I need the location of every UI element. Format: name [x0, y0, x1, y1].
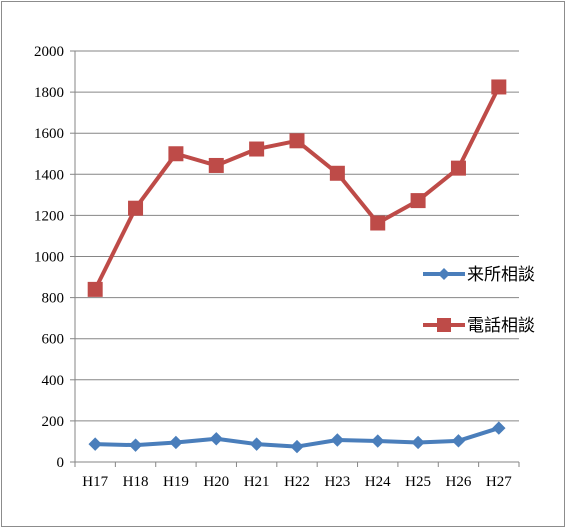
data-point [450, 160, 466, 176]
x-tick-labels: H17 H18 H19 H20 H21 H22 H23 H24 H25 H26 H27 [82, 474, 512, 490]
data-point [451, 434, 466, 448]
y-tick-label: 600 [42, 332, 65, 348]
x-tick-label: H19 [163, 474, 189, 490]
data-point [330, 433, 345, 447]
data-point [371, 434, 385, 448]
x-tick-label: H18 [123, 474, 149, 490]
legend-label: 電話相談 [467, 316, 535, 336]
y-tick-label: 1400 [34, 167, 64, 183]
y-tick-label: 1200 [34, 208, 64, 224]
x-tick-label: H24 [365, 474, 391, 490]
x-tick-label: H17 [82, 474, 108, 490]
data-point [329, 165, 345, 181]
series-group [87, 79, 507, 454]
x-tick-label: H20 [203, 474, 229, 490]
y-tick-labels: 0 200 400 600 800 1000 1200 1400 1600 1800 2000 [34, 44, 64, 471]
x-tick-label: H26 [446, 474, 472, 490]
x-tick-label: H25 [405, 474, 431, 490]
data-point [410, 193, 426, 209]
y-tick-label: 1600 [34, 126, 64, 142]
y-tick-label: 800 [42, 291, 65, 307]
data-point [290, 439, 304, 454]
y-tick-label: 200 [42, 414, 65, 430]
data-point [411, 435, 425, 450]
data-point [289, 133, 305, 149]
legend-label: 来所相談 [467, 265, 535, 285]
data-point [128, 438, 143, 452]
data-point [249, 141, 265, 157]
data-point [88, 437, 102, 451]
data-point [87, 281, 103, 297]
data-point [249, 437, 264, 451]
y-tick-label: 2000 [34, 44, 64, 60]
data-point [128, 200, 144, 216]
axes [70, 50, 520, 467]
data-point [169, 435, 183, 450]
x-tick-label: H23 [324, 474, 350, 490]
series-line-2 [93, 86, 501, 291]
y-tick-label: 0 [57, 455, 65, 471]
y-tick-label: 400 [42, 373, 65, 389]
data-point [208, 157, 224, 173]
data-point [491, 79, 507, 95]
legend-marker [438, 268, 450, 280]
x-tick-label: H21 [244, 474, 270, 490]
data-point [492, 421, 506, 435]
data-point [168, 146, 184, 162]
y-tick-label: 1800 [34, 85, 64, 101]
data-point [209, 432, 223, 446]
x-tick-label: H27 [486, 474, 512, 490]
x-tick-label: H22 [284, 474, 310, 490]
legend-marker [437, 318, 451, 332]
y-tick-label: 1000 [34, 250, 64, 266]
gridlines [75, 50, 519, 422]
data-point [370, 215, 386, 231]
